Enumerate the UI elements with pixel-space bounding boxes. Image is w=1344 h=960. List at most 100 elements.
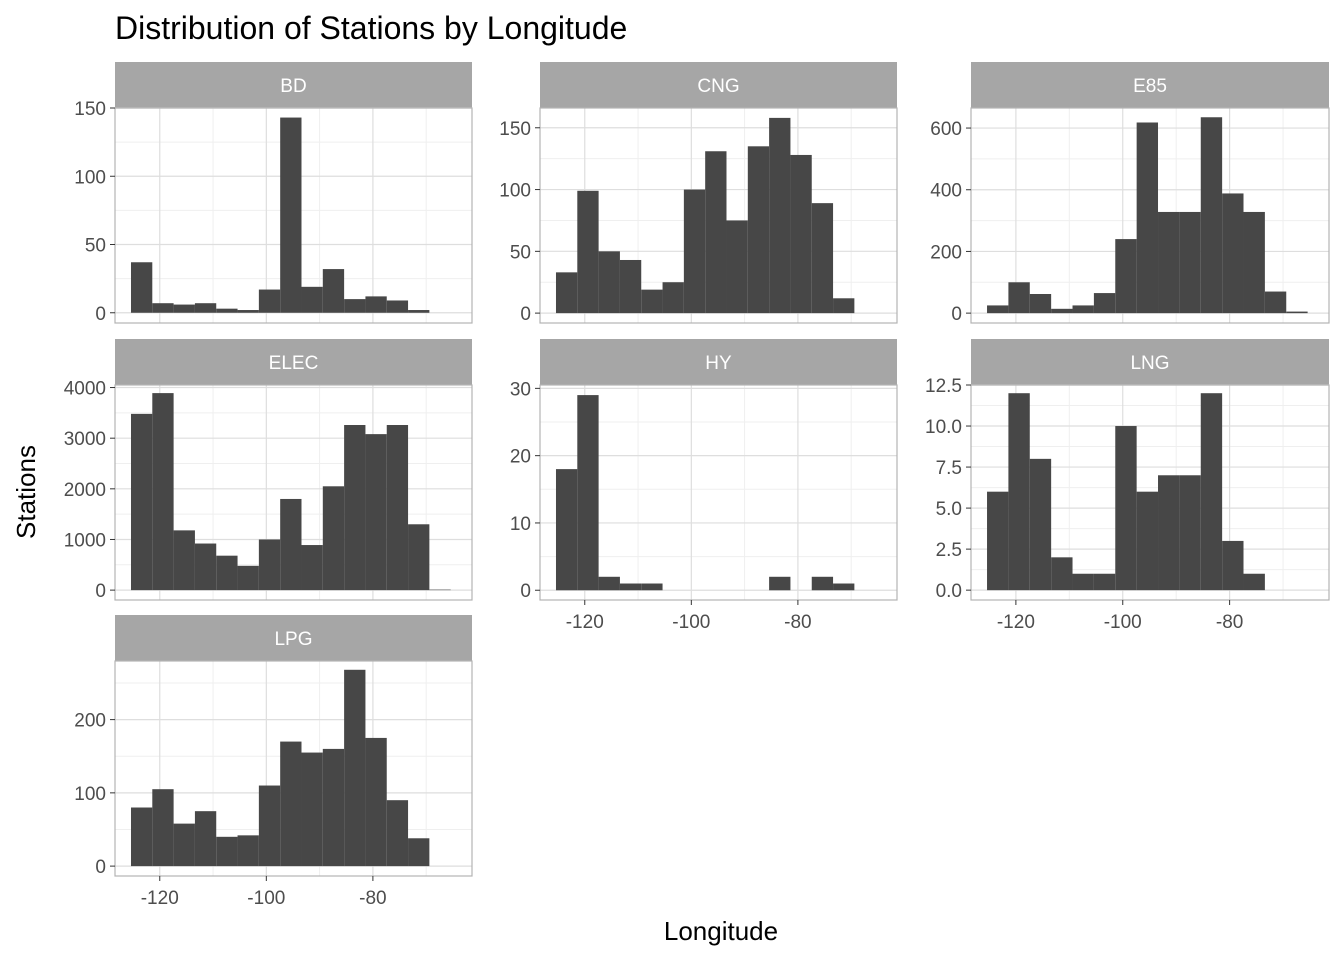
histogram-bar (1029, 458, 1052, 591)
facet-bd: BD 0 50 100 150 (74, 62, 473, 325)
histogram-bar (1029, 294, 1052, 314)
histogram-bar (1115, 426, 1137, 591)
histogram-bar (280, 498, 302, 591)
strip-label: HY (705, 353, 732, 374)
histogram-bar (130, 262, 153, 313)
chart-title: Distribution of Stations by Longitude (115, 10, 627, 46)
y-tick-label: 200 (930, 242, 962, 263)
x-tick-label: -80 (359, 888, 386, 909)
facet-panels: BD050100150CNG050100150E850200400600ELEC… (64, 62, 1330, 909)
histogram-bar (1008, 393, 1030, 591)
histogram-bar (408, 310, 430, 313)
histogram-bar (811, 203, 834, 314)
strip-background (540, 62, 897, 108)
histogram-bar (769, 576, 791, 591)
histogram-bar (301, 286, 323, 313)
histogram-bar (1136, 122, 1159, 314)
histogram-bar (365, 737, 387, 867)
y-axis-title: Stations (11, 445, 41, 539)
y-tick-label: 12.5 (925, 376, 962, 397)
histogram-bar (365, 434, 387, 591)
histogram-bar (619, 583, 642, 591)
facet-lng: LNG 0.0 2.5 5.0 7.5 10.0 12.5 -120 -100 -80 (925, 339, 1330, 633)
histogram-bar (1243, 573, 1265, 591)
histogram-bar (194, 811, 217, 867)
histogram-bar (987, 305, 1009, 314)
panel-background (540, 385, 897, 600)
y-tick-label: 600 (930, 119, 962, 140)
histogram-bar (194, 543, 217, 591)
y-tick-label: 100 (74, 784, 106, 805)
histogram-bar (322, 748, 345, 867)
panel-border (970, 384, 1330, 601)
histogram-bar (1158, 475, 1180, 591)
histogram-bar (987, 491, 1009, 591)
histogram-bar (1264, 291, 1287, 314)
histogram-bar (258, 539, 281, 591)
histogram-bar (1093, 293, 1116, 314)
histogram-bar (598, 576, 620, 591)
y-tick-label: 20 (510, 447, 531, 468)
histogram-bar (598, 251, 620, 314)
histogram-bar (344, 425, 366, 591)
histogram-bar (769, 117, 791, 314)
strip-label: ELEC (269, 353, 319, 374)
y-tick-label: 4000 (64, 379, 106, 400)
panel-border (114, 660, 473, 877)
histogram-bar (173, 530, 195, 591)
facet-lpg: LPG 0 100 200 -120 -100 -80 (74, 615, 473, 909)
histogram-bar (173, 823, 195, 867)
facet-hy: HY 0 10 20 30 -120 -100 -80 (510, 339, 898, 633)
histogram-bar (237, 565, 259, 591)
strip-background (115, 339, 472, 385)
y-tick-label: 30 (510, 379, 531, 400)
histogram-bar (280, 741, 302, 867)
y-tick-label: 150 (74, 99, 106, 120)
strip-label: E85 (1133, 76, 1167, 97)
histogram-bar (258, 289, 281, 313)
y-tick-label: 200 (74, 711, 106, 732)
strip-background (115, 62, 472, 108)
y-tick-label: 3000 (64, 429, 106, 450)
histogram-bar (555, 469, 578, 591)
y-tick-label: 400 (930, 181, 962, 202)
histogram-bar (1051, 308, 1073, 314)
histogram-bar (1243, 211, 1265, 314)
strip-background (971, 62, 1329, 108)
histogram-bar (811, 576, 834, 591)
histogram-bar (216, 836, 238, 867)
strip-label: LPG (274, 629, 312, 650)
histogram-bar (1222, 193, 1244, 314)
y-tick-label: 100 (74, 167, 106, 188)
facet-elec: ELEC 0 1000 2000 3000 4000 (64, 339, 473, 602)
histogram-bar (386, 425, 409, 591)
histogram-bar (1158, 211, 1180, 314)
histogram-bar (726, 220, 748, 314)
histogram-bar (1179, 211, 1201, 314)
y-tick-label: 0 (520, 581, 531, 602)
strip-background (115, 615, 472, 661)
histogram-bar (683, 189, 706, 314)
histogram-bar (1200, 393, 1223, 591)
histogram-bar (386, 800, 409, 867)
histogram-bar (237, 835, 259, 867)
histogram-bar (1200, 117, 1223, 314)
histogram-bar (1051, 557, 1073, 591)
histogram-bar (152, 393, 174, 591)
y-tick-label: 150 (499, 119, 531, 140)
y-tick-label: 0 (95, 581, 106, 602)
y-tick-label: 0.0 (936, 581, 962, 602)
histogram-bar (1136, 491, 1159, 591)
y-tick-label: 50 (510, 242, 531, 263)
histogram-bar (280, 117, 302, 313)
histogram-bar (194, 303, 217, 313)
x-axis-title: Longitude (664, 916, 778, 946)
histogram-bar (386, 300, 409, 313)
histogram-bar (365, 296, 387, 313)
x-tick-label: -80 (784, 612, 811, 633)
histogram-bar (216, 555, 238, 591)
histogram-bar (408, 524, 430, 591)
histogram-bar (344, 669, 366, 867)
x-tick-label: -100 (672, 612, 710, 633)
